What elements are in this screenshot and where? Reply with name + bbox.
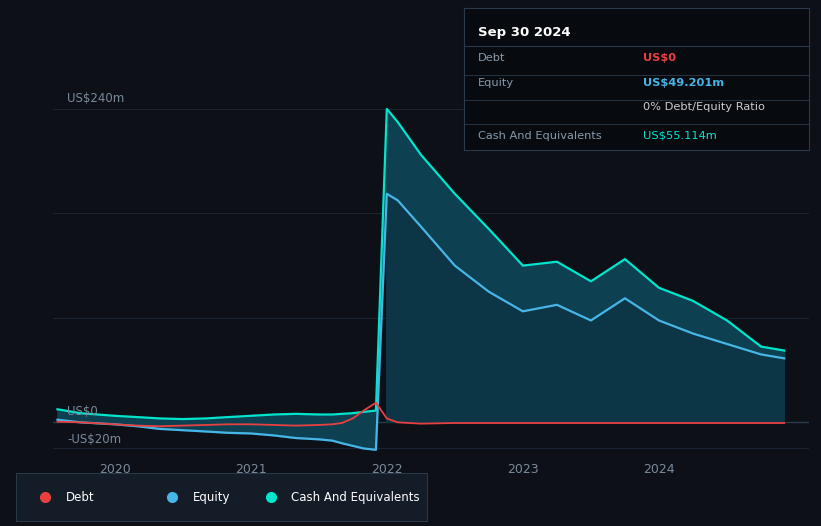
- Text: US$0: US$0: [67, 406, 98, 418]
- Text: US$55.114m: US$55.114m: [643, 130, 717, 141]
- Text: US$0: US$0: [643, 53, 677, 63]
- Text: Sep 30 2024: Sep 30 2024: [478, 26, 571, 39]
- Text: -US$20m: -US$20m: [67, 433, 122, 446]
- Text: Debt: Debt: [66, 491, 94, 503]
- Text: US$49.201m: US$49.201m: [643, 78, 724, 88]
- Text: Equity: Equity: [193, 491, 231, 503]
- Text: 0% Debt/Equity Ratio: 0% Debt/Equity Ratio: [643, 102, 765, 113]
- Text: Cash And Equivalents: Cash And Equivalents: [291, 491, 420, 503]
- Text: Equity: Equity: [478, 78, 514, 88]
- Text: Cash And Equivalents: Cash And Equivalents: [478, 130, 602, 141]
- Text: Debt: Debt: [478, 53, 505, 63]
- Text: US$240m: US$240m: [67, 92, 124, 105]
